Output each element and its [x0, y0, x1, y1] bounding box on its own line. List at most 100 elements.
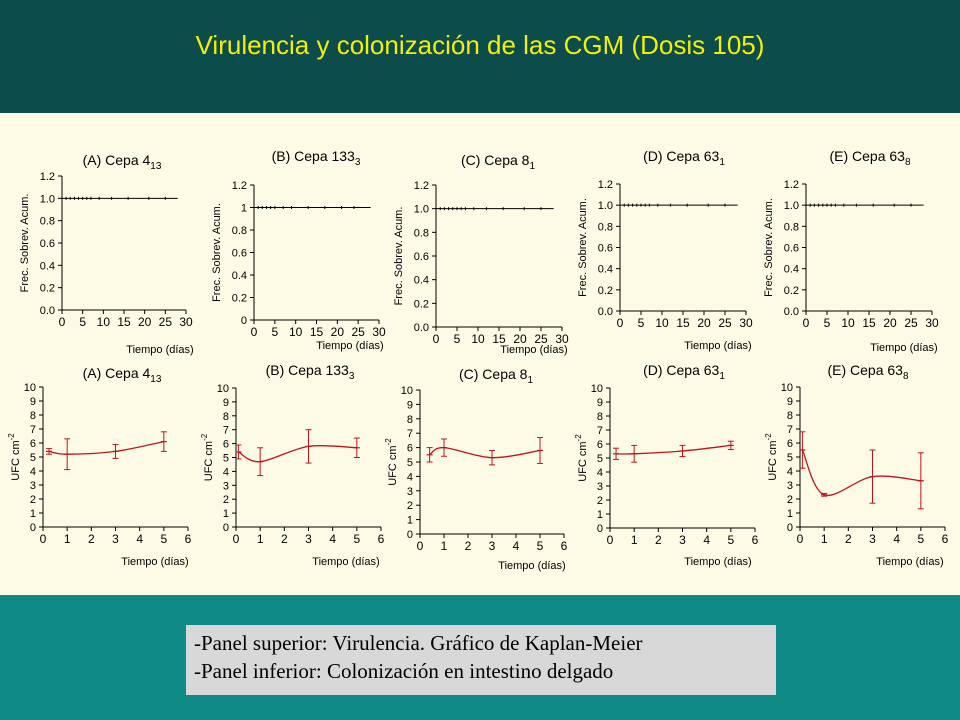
x-tick-label: 6 [942, 532, 949, 546]
x-tick-label: 5 [537, 539, 544, 553]
x-tick-label: 10 [655, 316, 669, 330]
x-tick-label: 5 [271, 325, 278, 339]
y-tick-label: 0 [787, 522, 793, 534]
x-tick-label: 1 [441, 539, 448, 553]
x-axis-label: Tiempo (días) [498, 560, 565, 572]
x-tick-label: 6 [378, 532, 385, 546]
x-tick-label: 20 [697, 316, 711, 330]
y-tick-label: 0.4 [40, 260, 55, 272]
y-tick-label: 6 [597, 439, 603, 451]
y-tick-label: 9 [597, 397, 603, 409]
y-tick-label: 8 [787, 410, 793, 422]
x-tick-label: 3 [112, 532, 119, 546]
x-tick-label: 6 [752, 533, 759, 547]
x-tick-label: 5 [79, 315, 86, 329]
y-tick-label: 7 [407, 428, 413, 440]
x-tick-label: 30 [925, 316, 939, 330]
y-tick-label: 3 [787, 480, 793, 492]
header-band: Virulencia y colonización de las CGM (Do… [0, 0, 960, 113]
y-tick-label: 1.2 [232, 180, 247, 192]
y-tick-label: 1 [241, 203, 247, 215]
chart-title: (C) Cepa 81 [459, 366, 533, 386]
x-tick-label: 1 [64, 532, 71, 546]
chart-2: 00.20.40.60.811.20 5 10 15 20 25 30(B) Cepa 13… [211, 148, 386, 352]
y-tick-label: 7 [30, 424, 36, 436]
y-tick-label: 0.8 [598, 221, 613, 233]
note-virulence: -Panel superior: Virulencia. Gráfico de … [194, 631, 643, 655]
y-tick-label: 8 [223, 411, 229, 423]
x-tick-label: 10 [289, 325, 303, 339]
x-tick-label: 25 [904, 316, 918, 330]
y-tick-label: 4 [597, 467, 603, 479]
y-tick-label: 0.2 [598, 285, 613, 297]
y-tick-label: 7 [787, 424, 793, 436]
y-tick-label: 1.2 [40, 171, 55, 183]
y-tick-label: 0.4 [598, 264, 613, 276]
x-tick-label: 0 [59, 315, 66, 329]
x-tick-label: 5 [824, 316, 831, 330]
chart-4: 0.0 0.2 0.4 0.6 0.8 1.0 1.2 0 5 10 15 20 25 30 (D) Cep… [577, 148, 753, 352]
x-tick-label: 0 [251, 325, 258, 339]
y-axis-label: Frec. Sobrev. Acum. [393, 207, 405, 306]
y-tick-label: 0 [223, 522, 229, 534]
y-tick-label: 0.6 [414, 251, 429, 263]
y-tick-label: 2 [223, 494, 229, 506]
x-tick-label: 25 [159, 315, 173, 329]
x-tick-label: 3 [305, 532, 312, 546]
y-tick-label: 0.6 [232, 248, 247, 260]
x-tick-label: 0 [40, 532, 47, 546]
y-tick-label: 2 [597, 495, 603, 507]
y-tick-label: 0 [30, 522, 36, 534]
series-line [48, 440, 164, 455]
x-tick-label: 20 [883, 316, 897, 330]
y-tick-label: 8 [407, 414, 413, 426]
chart-title: (A) Cepa 413 [83, 365, 162, 385]
x-tick-label: 0 [803, 316, 810, 330]
y-axis-label: Frec. Sobrev. Acum. [211, 203, 223, 302]
y-tick-label: 9 [787, 396, 793, 408]
note-colonization: -Panel inferior: Colonización en intesti… [194, 659, 614, 683]
x-tick-label: 0 [617, 316, 624, 330]
y-tick-label: 6 [787, 438, 793, 450]
y-tick-label: 0.0 [598, 306, 613, 318]
x-tick-label: 30 [739, 316, 753, 330]
x-tick-label: 6 [185, 532, 192, 546]
y-tick-label: 4 [223, 466, 229, 478]
y-tick-label: 1.2 [598, 179, 613, 191]
y-tick-label: 1 [787, 508, 793, 520]
x-tick-label: 20 [513, 332, 527, 346]
x-tick-label: 25 [534, 332, 548, 346]
chart-title: (C) Cepa 81 [461, 152, 535, 172]
y-tick-label: 0.2 [784, 285, 799, 297]
series-line [616, 444, 731, 455]
y-tick-label: 1 [223, 508, 229, 520]
x-tick-label: 25 [718, 316, 732, 330]
x-tick-label: 5 [727, 533, 734, 547]
y-tick-label: 0 [407, 529, 413, 541]
y-tick-label: 5 [223, 453, 229, 465]
x-tick-label: 5 [454, 332, 461, 346]
x-tick-label: 5 [638, 316, 645, 330]
y-tick-label: 8 [30, 410, 36, 422]
x-tick-label: 0 [417, 539, 424, 553]
y-tick-label: 1 [597, 509, 603, 521]
y-tick-label: 0.6 [598, 243, 613, 255]
y-tick-label: 4 [407, 471, 413, 483]
y-tick-label: 1.0 [414, 204, 429, 216]
y-tick-label: 5 [407, 457, 413, 469]
y-tick-label: 6 [407, 443, 413, 455]
y-tick-label: 9 [30, 396, 36, 408]
x-axis-label: Tiempo (días) [876, 556, 943, 568]
x-tick-label: 4 [893, 532, 900, 546]
y-tick-label: 3 [407, 486, 413, 498]
x-tick-label: 0 [433, 332, 440, 346]
y-tick-label: 7 [597, 425, 603, 437]
x-axis-label: Tiempo (días) [684, 340, 751, 352]
y-tick-label: 0.2 [414, 298, 429, 310]
y-tick-label: 0.8 [232, 225, 247, 237]
y-tick-label: 2 [407, 500, 413, 512]
